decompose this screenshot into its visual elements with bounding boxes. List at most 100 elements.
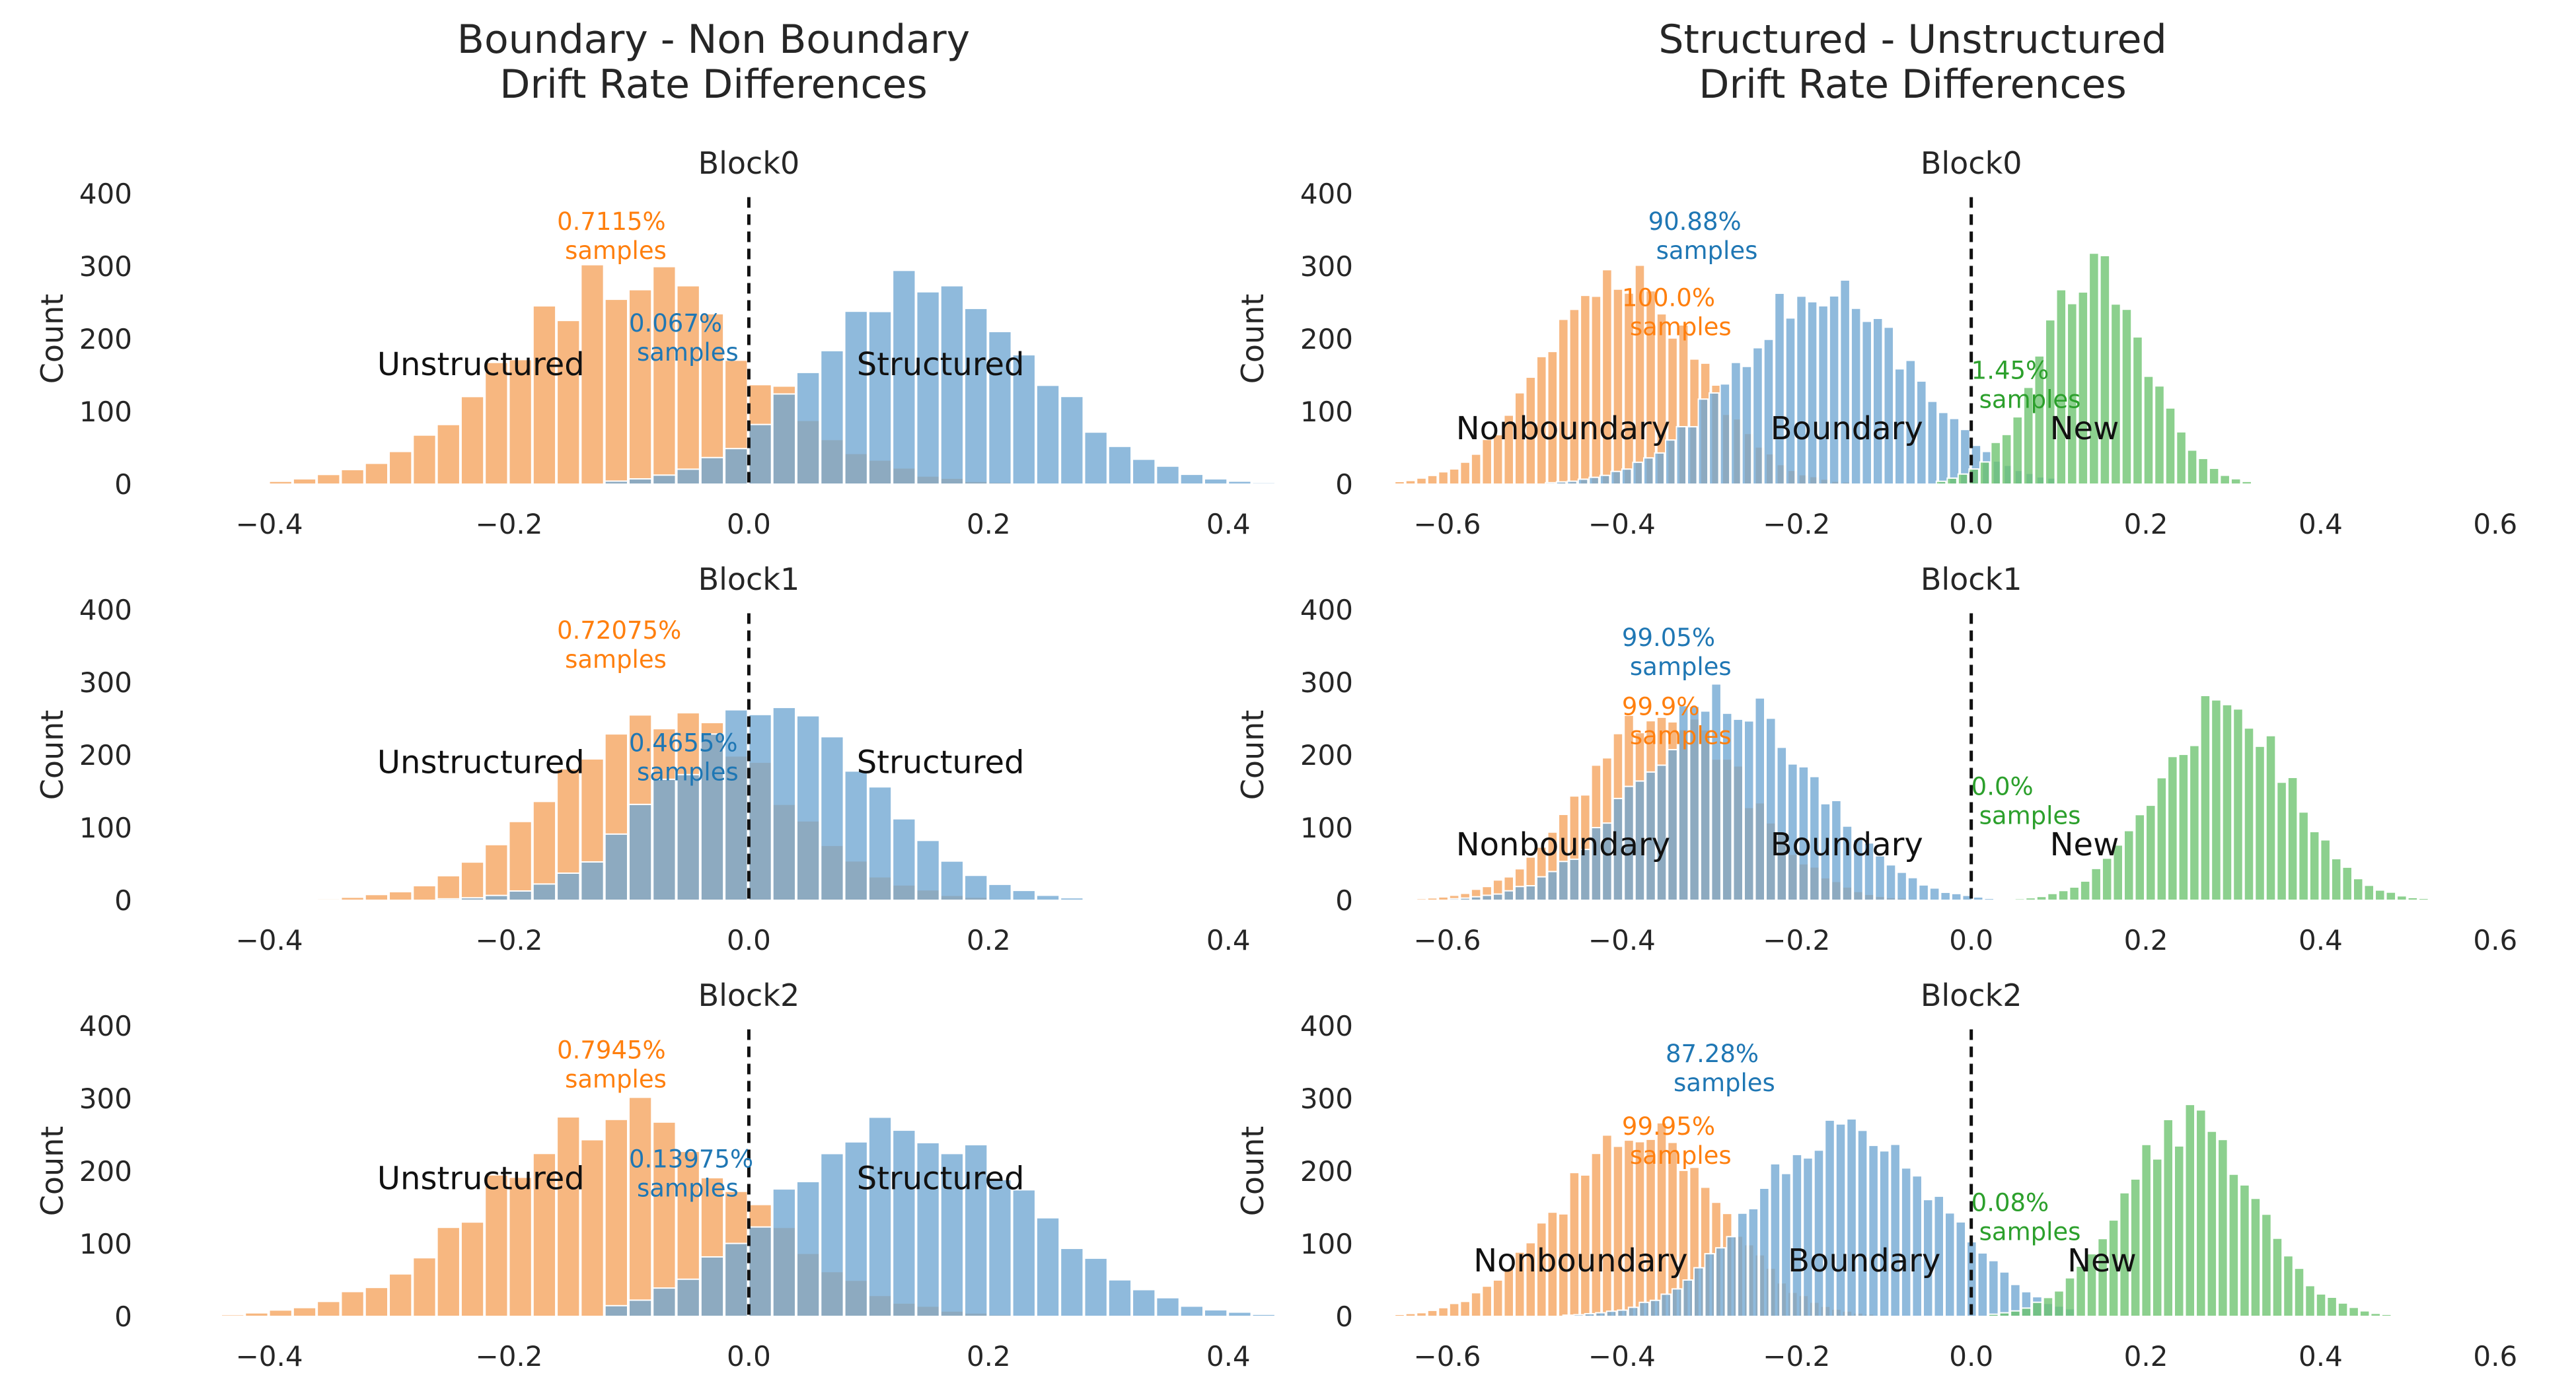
panel-block1-right: Block1 0 100 200 300 400 Count −0.6 −0.4 −0.2 0.0 0…: [1235, 561, 2517, 956]
histogram-bar: [1426, 474, 1438, 485]
histogram-bar: [1667, 748, 1678, 902]
histogram-bar: [1590, 295, 1602, 485]
histogram-bar: [700, 313, 725, 485]
histogram-bar: [2407, 896, 2419, 901]
percent-label: 90.88%: [1648, 207, 1742, 236]
histogram-bar: [2199, 695, 2211, 902]
histogram-bar: [1470, 1292, 1482, 1317]
histogram-bar: [2341, 866, 2353, 902]
series-structured: [604, 269, 1276, 485]
histogram-bar: [1584, 1312, 1596, 1318]
histogram-bar: [2132, 336, 2143, 485]
histogram-bar: [1918, 884, 1929, 902]
histogram-bar: [2418, 898, 2429, 901]
histogram-bar: [1654, 452, 1665, 485]
histogram-bar: [1972, 896, 1984, 901]
panel-block2-left: Block2 0 100 200 300 400 Count −0.4 −0.2 0.0 0.2 0.…: [34, 978, 1276, 1373]
samples-label: samples: [1630, 653, 1732, 681]
histogram-bar: [1748, 1207, 1759, 1318]
histogram-bar: [436, 423, 460, 485]
percent-label: 99.95%: [1622, 1112, 1715, 1141]
y-axis-label: Count: [1235, 1126, 1270, 1217]
histogram-bar: [2143, 375, 2154, 485]
histogram-bar: [1503, 1268, 1514, 1318]
histogram-bar: [2010, 1310, 2021, 1318]
histogram-bar: [2287, 777, 2299, 901]
histogram-bar: [1774, 292, 1785, 485]
histogram-bar: [820, 736, 844, 902]
x-tick-label: 0.2: [967, 924, 1011, 956]
histogram-bar: [1012, 1189, 1036, 1318]
series-name-label: Nonboundary: [1473, 1242, 1687, 1279]
x-tick-label: −0.2: [1763, 924, 1830, 956]
x-tick-label: −0.2: [1763, 1340, 1830, 1373]
histogram-bar: [1872, 317, 1884, 485]
histogram-bar: [2304, 1285, 2316, 1318]
histogram-bar: [2079, 880, 2091, 901]
histogram-bar: [2374, 889, 2386, 902]
histogram-bar: [556, 872, 581, 901]
histogram-bar: [939, 860, 965, 901]
y-tick-label: 300: [1300, 1083, 1353, 1115]
histogram-bar: [628, 1096, 653, 1317]
histogram-bar: [1555, 481, 1567, 485]
x-tick-label: −0.6: [1414, 924, 1481, 956]
histogram-bar: [1012, 354, 1036, 485]
histogram-bar: [1818, 304, 1829, 485]
histogram-bar: [1503, 890, 1514, 901]
histogram-bar: [2077, 291, 2089, 485]
histogram-bar: [292, 1306, 317, 1317]
histogram-bar: [1084, 898, 1108, 902]
histogram-bar: [1525, 1242, 1537, 1318]
histogram-bar: [2025, 897, 2036, 902]
histogram-bar: [1448, 1302, 1460, 1317]
histogram-bar: [2036, 896, 2047, 902]
histogram-bar: [1588, 476, 1600, 485]
samples-label: samples: [1979, 386, 2081, 414]
histogram-bar: [580, 861, 605, 902]
histogram-bar: [892, 818, 916, 902]
samples-label: samples: [637, 338, 739, 367]
series-new: [2014, 695, 2441, 902]
histogram-bar: [796, 371, 821, 485]
histogram-bar: [2088, 252, 2100, 485]
y-tick-label: 400: [1300, 594, 1353, 626]
samples-label: samples: [1656, 236, 1758, 265]
histogram-bar: [1492, 893, 1504, 901]
x-tick-label: 0.0: [727, 924, 771, 956]
histogram-bar: [1632, 461, 1643, 485]
histogram-bar: [2129, 1178, 2141, 1318]
histogram-bar: [460, 897, 485, 901]
histogram-bar: [604, 1304, 628, 1318]
histogram-bar: [1905, 359, 1917, 485]
series-name-label: New: [2050, 410, 2119, 447]
histogram-bar: [1944, 1212, 1956, 1318]
histogram-bar: [1470, 453, 1482, 485]
histogram-bar: [1850, 307, 1862, 485]
histogram-bar: [1719, 383, 1731, 485]
histogram-bar: [2164, 407, 2176, 485]
samples-label: samples: [565, 1065, 667, 1094]
histogram-bar: [2429, 898, 2441, 902]
series-structured: [604, 1116, 1276, 1318]
histogram-bar: [1885, 864, 1897, 902]
histogram-bar: [1743, 720, 1755, 901]
histogram-bar: [1107, 1279, 1132, 1317]
histogram-bar: [388, 891, 413, 902]
histogram-bar: [1228, 1311, 1252, 1317]
x-tick-label: 0.4: [1206, 508, 1251, 540]
percent-label: 0.067%: [629, 309, 722, 338]
histogram-bar: [2352, 878, 2364, 902]
histogram-bar: [1525, 376, 1537, 485]
histogram-bar: [2271, 1237, 2283, 1317]
histogram-bar: [2320, 839, 2331, 902]
histogram-bar: [2359, 1310, 2371, 1318]
x-tick-label: −0.4: [236, 508, 303, 540]
histogram-bar: [508, 820, 533, 902]
histogram-bar: [1983, 898, 1995, 902]
histogram-bar: [2112, 844, 2123, 901]
histogram-bar: [939, 285, 965, 485]
histogram-bar: [364, 1287, 389, 1317]
histogram-bar: [1577, 478, 1589, 485]
histogram-bar: [1612, 1145, 1624, 1318]
